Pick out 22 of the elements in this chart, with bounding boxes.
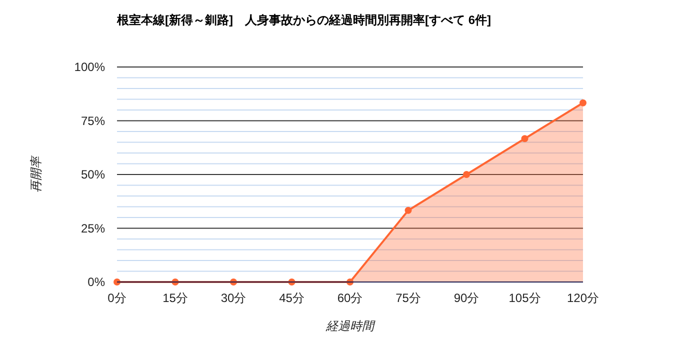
y-tick-label: 75% bbox=[80, 114, 106, 128]
x-tick-label: 15分 bbox=[162, 291, 188, 305]
x-tick-label: 75分 bbox=[396, 291, 421, 305]
y-axis-title: 再開率 bbox=[29, 154, 43, 192]
point bbox=[580, 99, 586, 106]
chart-title: 根室本線[新得～釧路] 人身事故からの経過時間別再開率[すべて 6件] bbox=[116, 13, 491, 27]
x-tick-label: 120分 bbox=[566, 291, 600, 305]
x-tick-label: 30分 bbox=[220, 291, 246, 305]
y-tick-label: 0% bbox=[88, 275, 106, 289]
y-tick-label: 25% bbox=[80, 221, 106, 236]
y-tick-label: 50% bbox=[80, 168, 106, 182]
x-axis-title: 経過時間 bbox=[325, 319, 376, 333]
x-tick-label: 105分 bbox=[508, 291, 541, 305]
point bbox=[521, 135, 528, 142]
x-tick-label: 45分 bbox=[279, 291, 304, 305]
x-tick-label: 60分 bbox=[337, 291, 363, 305]
x-tick-label: 90分 bbox=[454, 291, 480, 305]
point bbox=[114, 278, 120, 286]
point bbox=[463, 171, 470, 178]
y-tick-label: 100% bbox=[74, 60, 106, 74]
x-tick-label: 0分 bbox=[108, 291, 126, 305]
point bbox=[404, 206, 412, 214]
